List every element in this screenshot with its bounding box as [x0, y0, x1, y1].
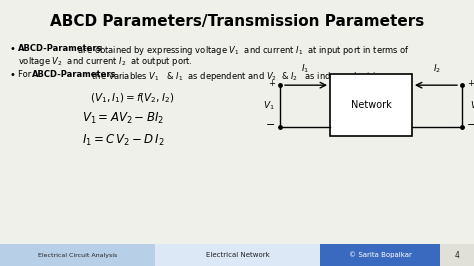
- Text: •: •: [10, 70, 16, 80]
- Text: ABCD-Parameters: ABCD-Parameters: [32, 70, 117, 79]
- Text: voltage $V_2$  and current $I_2$  at output port.: voltage $V_2$ and current $I_2$ at outpu…: [18, 55, 192, 68]
- Text: $I_2$: $I_2$: [433, 63, 441, 75]
- Text: •: •: [10, 44, 16, 54]
- Text: © Sarita Bopalkar: © Sarita Bopalkar: [348, 252, 411, 258]
- Text: $V_1$: $V_1$: [264, 100, 275, 112]
- Text: −: −: [467, 120, 474, 130]
- Text: ABCD Parameters/Transmission Parameters: ABCD Parameters/Transmission Parameters: [50, 14, 424, 29]
- Text: +: +: [268, 79, 275, 88]
- Bar: [155, 244, 320, 266]
- Bar: [330, 74, 412, 136]
- Text: +: +: [467, 79, 474, 88]
- Text: Electrical Network: Electrical Network: [206, 252, 269, 258]
- Text: −: −: [265, 120, 275, 130]
- Text: ABCD-Parameters: ABCD-Parameters: [18, 44, 102, 53]
- Bar: [440, 244, 474, 266]
- Text: $I_1$: $I_1$: [301, 63, 309, 75]
- Text: $V_1 = AV_2  - BI_2$: $V_1 = AV_2 - BI_2$: [82, 111, 164, 126]
- Text: $(V_1,I_1) = f(V_2, I_2)$: $(V_1,I_1) = f(V_2, I_2)$: [90, 91, 174, 105]
- Text: are obtained by expressing voltage $V_1$  and current $I_1$  at input port in te: are obtained by expressing voltage $V_1$…: [75, 44, 410, 57]
- Text: Network: Network: [351, 100, 392, 110]
- Text: Electrical Circuit Analysis: Electrical Circuit Analysis: [38, 252, 117, 257]
- Text: $I_1 = C\,V_2 - D\,I_2$: $I_1 = C\,V_2 - D\,I_2$: [82, 133, 164, 148]
- Text: 4: 4: [455, 251, 459, 260]
- Text: $V_2$: $V_2$: [470, 100, 474, 112]
- Text: For: For: [18, 70, 34, 79]
- Bar: [320, 244, 440, 266]
- Text: the variables $V_1$   & $I_1$  as dependent and $V_2$  & $I_2$   as independent : the variables $V_1$ & $I_1$ as dependent…: [89, 70, 384, 83]
- Bar: [0, 244, 155, 266]
